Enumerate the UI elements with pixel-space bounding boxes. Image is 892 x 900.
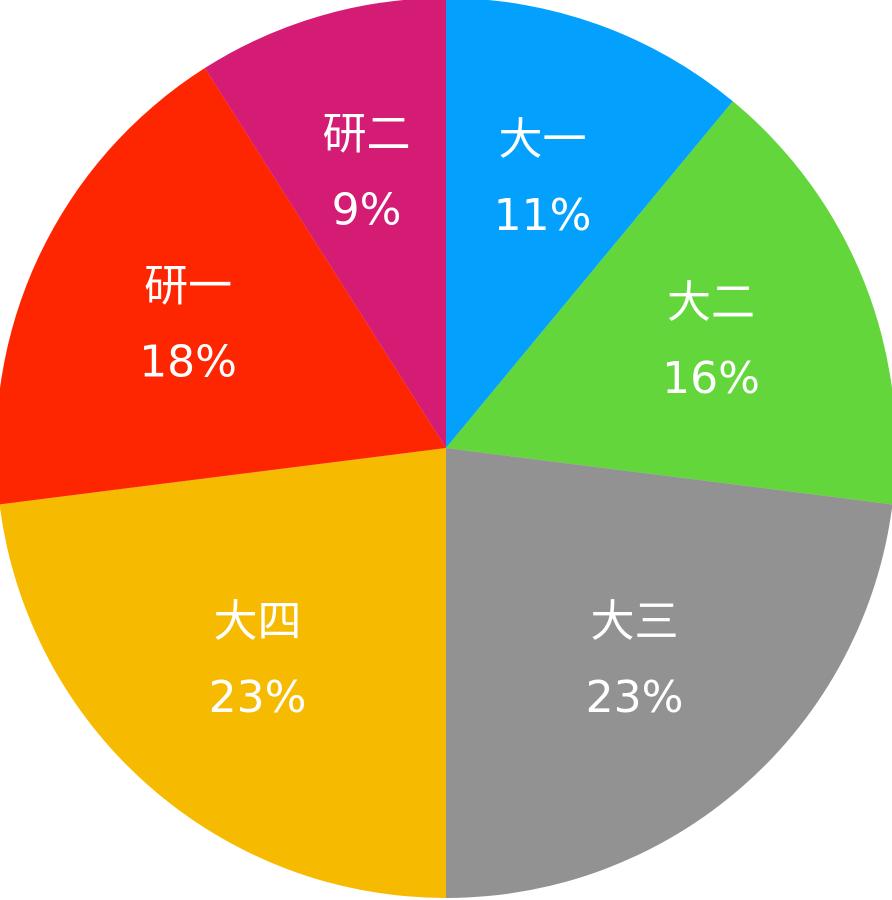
slice-percent-label: 9% bbox=[332, 184, 402, 235]
slice-label: 大四 bbox=[214, 596, 302, 647]
slice-percent-label: 18% bbox=[139, 337, 237, 388]
pie-slice bbox=[446, 101, 892, 505]
pie-slice bbox=[446, 0, 733, 448]
slice-percent-label: 16% bbox=[662, 353, 760, 404]
pie-slice bbox=[204, 0, 446, 448]
pie-slice bbox=[446, 448, 892, 898]
slice-label: 大二 bbox=[667, 277, 755, 328]
slice-label: 大三 bbox=[591, 596, 679, 647]
pie-slice bbox=[0, 68, 446, 505]
pie-labels: 大一 11% 大二 16% 大三 23% 大四 23% 研一 18% 研二 9% bbox=[139, 108, 760, 723]
slice-label: 大一 bbox=[499, 114, 587, 165]
slice-percent-label: 23% bbox=[209, 672, 307, 723]
slice-percent-label: 23% bbox=[586, 672, 684, 723]
slice-percent-label: 11% bbox=[494, 190, 592, 241]
slice-label: 研一 bbox=[144, 261, 232, 312]
pie-slice bbox=[0, 448, 446, 898]
slice-label: 研二 bbox=[323, 108, 411, 159]
